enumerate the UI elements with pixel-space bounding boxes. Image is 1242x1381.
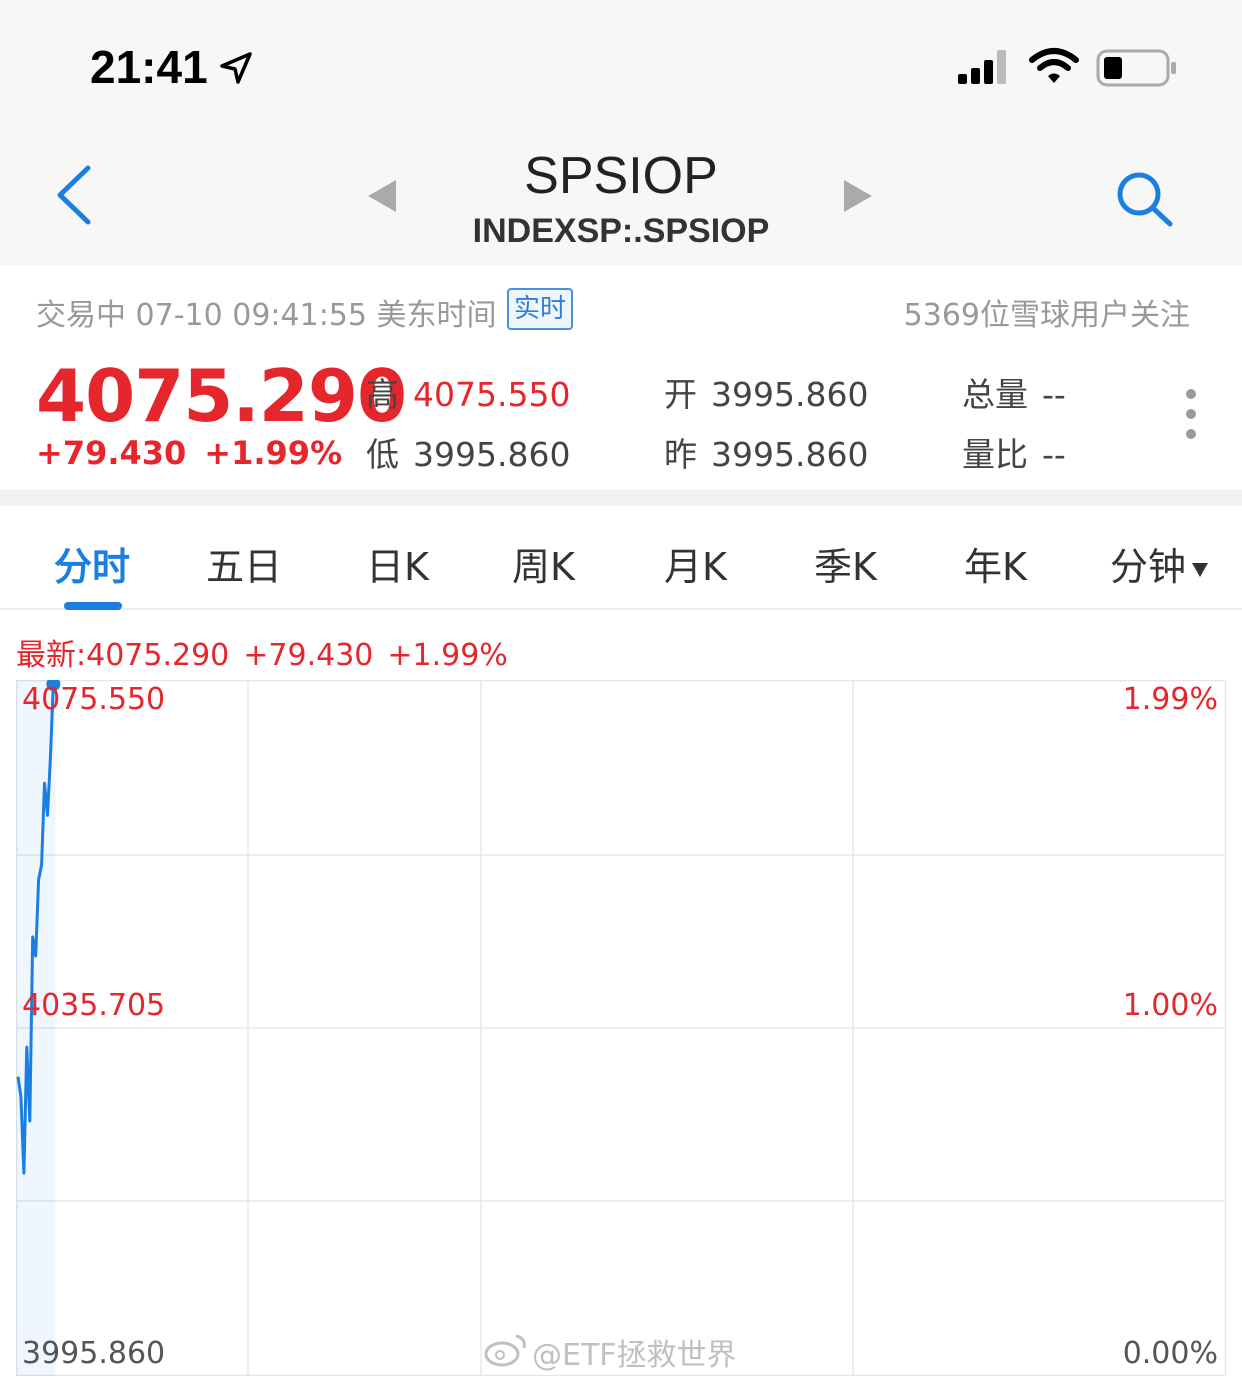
- stat-value: 3995.860: [711, 375, 869, 414]
- status-time: 21:41: [90, 41, 208, 93]
- wifi-icon: [1029, 48, 1079, 83]
- stat-label: 昨: [664, 435, 697, 474]
- search-icon[interactable]: [1112, 168, 1176, 228]
- tab-quarterly-k[interactable]: 季K: [814, 545, 877, 589]
- more-options-icon[interactable]: [1180, 388, 1202, 440]
- tab-weekly-k[interactable]: 周K: [512, 545, 575, 589]
- back-chevron-icon[interactable]: [52, 164, 98, 226]
- stat-value: --: [1042, 435, 1066, 474]
- stat-label: 总量: [962, 375, 1028, 414]
- chart-canvas: [15, 677, 1227, 1377]
- y-right-label-bottom: 0.00%: [1122, 1336, 1218, 1371]
- latest-change: +79.430: [243, 638, 374, 673]
- next-stock-icon[interactable]: [842, 178, 874, 214]
- change-value: +79.430: [36, 434, 187, 472]
- active-tab-indicator: [64, 602, 122, 610]
- stat-value: --: [1042, 375, 1066, 414]
- previous-stock-icon[interactable]: [366, 178, 398, 214]
- tab-yearly-k[interactable]: 年K: [964, 545, 1027, 589]
- stat-volume-ratio: 量比 --: [962, 428, 1066, 476]
- latest-quote-row: 最新:4075.290 +79.430 +1.99%: [16, 630, 522, 674]
- tab-monthly-k[interactable]: 月K: [664, 545, 727, 589]
- y-left-label-mid: 4035.705: [22, 988, 166, 1023]
- stock-name: SPSIOP: [524, 147, 718, 205]
- y-right-label-mid: 1.00%: [1122, 988, 1218, 1023]
- dropdown-triangle-icon: [1192, 562, 1209, 577]
- y-left-label-top: 4075.550: [22, 682, 166, 717]
- stat-label: 开: [664, 375, 697, 414]
- tab-daily-k[interactable]: 日K: [366, 545, 429, 589]
- chart-period-tabs: 分时 五日 日K 周K 月K 季K 年K 分钟: [0, 506, 1242, 610]
- stat-value: 4075.550: [413, 375, 571, 414]
- weibo-logo-icon: [484, 1334, 526, 1367]
- y-left-label-bottom: 3995.860: [22, 1336, 166, 1371]
- status-bar: 21:41: [0, 0, 1242, 130]
- stat-label: 高: [366, 375, 399, 414]
- stat-high: 高 4075.550: [366, 368, 570, 416]
- latest-point: [46, 677, 61, 691]
- y-right-label-top: 1.99%: [1122, 682, 1218, 717]
- section-divider: [0, 490, 1242, 506]
- tab-minute-label: 分钟: [1110, 545, 1187, 589]
- stat-label: 低: [366, 435, 399, 474]
- followers-count: 5369位雪球用户关注: [903, 298, 1190, 333]
- stock-symbol: INDEXSP:.SPSIOP: [472, 212, 770, 250]
- current-price: 4075.290: [36, 354, 407, 438]
- intraday-chart[interactable]: 4075.550 4035.705 3995.860 1.99% 1.00% 0…: [15, 677, 1227, 1377]
- latest-price: 最新:4075.290: [16, 638, 230, 673]
- price-change: +79.430 +1.99%: [36, 434, 360, 472]
- tab-five-day[interactable]: 五日: [206, 545, 283, 589]
- battery-icon: [1096, 49, 1176, 87]
- stat-value: 3995.860: [711, 435, 869, 474]
- stat-label: 量比: [962, 435, 1028, 474]
- stat-open: 开 3995.860: [664, 368, 868, 416]
- latest-percent: +1.99%: [387, 638, 508, 673]
- watermark-text: @ETF拯救世界: [532, 1338, 737, 1373]
- tab-intraday[interactable]: 分时: [54, 545, 131, 589]
- realtime-badge: 实时: [507, 288, 574, 330]
- stat-value: 3995.860: [413, 435, 571, 474]
- location-arrow-icon: [220, 52, 252, 84]
- cellular-signal-icon: [958, 50, 1006, 84]
- navigation-bar: SPSIOP INDEXSP:.SPSIOP: [0, 130, 1242, 265]
- trade-status: 交易中 07-10 09:41:55 美东时间: [36, 298, 497, 333]
- change-percent: +1.99%: [204, 434, 343, 472]
- tab-minute[interactable]: 分钟: [1110, 536, 1209, 591]
- trade-info-row: 交易中 07-10 09:41:55 美东时间 实时 5369位雪球用户关注: [0, 288, 1242, 340]
- stat-prev-close: 昨 3995.860: [664, 428, 868, 476]
- stat-low: 低 3995.860: [366, 428, 570, 476]
- price-line: [16, 681, 55, 1175]
- stat-volume: 总量 --: [962, 368, 1066, 416]
